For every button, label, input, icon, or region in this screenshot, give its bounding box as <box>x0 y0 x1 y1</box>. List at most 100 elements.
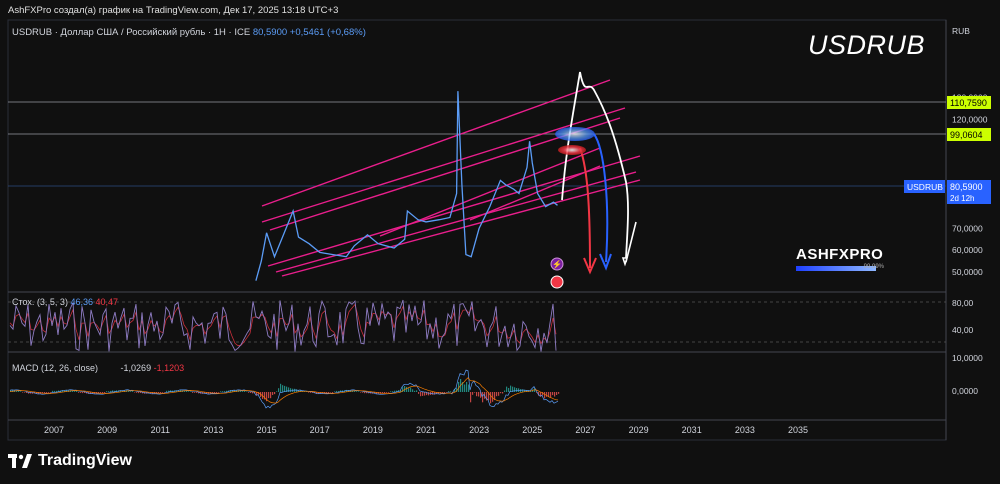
macd-histogram-bar <box>406 386 408 392</box>
macd-histogram-bar <box>186 390 188 392</box>
macd-histogram-bar <box>514 387 516 392</box>
macd-histogram-bar <box>56 390 58 392</box>
stoch-k-line <box>9 299 557 352</box>
macd-histogram-bar <box>538 392 540 396</box>
macd-histogram-bar <box>516 388 518 392</box>
macd-histogram-bar <box>308 392 310 393</box>
macd-histogram-bar <box>138 392 140 394</box>
macd-histogram-bar <box>354 390 356 392</box>
macd-histogram-bar <box>188 391 190 392</box>
macd-histogram-bar <box>48 392 50 393</box>
macd-histogram-bar <box>448 391 450 392</box>
macd-histogram-bar <box>394 390 396 392</box>
macd-histogram-bar <box>442 392 444 394</box>
macd-histogram-bar <box>196 392 198 393</box>
macd-histogram-bar <box>246 391 248 392</box>
event-markers: ⚡ <box>550 257 564 289</box>
macd-histogram-bar <box>288 387 290 392</box>
macd-histogram-bar <box>428 392 430 396</box>
macd-histogram-bar <box>466 382 468 392</box>
macd-histogram-bar <box>332 392 334 393</box>
macd-histogram-bar <box>346 389 348 392</box>
price-tick-label: 120,0000 <box>952 114 988 124</box>
macd-histogram-bar <box>426 392 428 396</box>
time-tick-label: 2011 <box>151 425 170 435</box>
price-series-line <box>255 91 558 281</box>
macd-histogram-bar <box>390 391 392 392</box>
chart-header: AshFXPro создал(а) график на TradingView… <box>8 5 339 16</box>
macd-histogram-bar <box>454 388 456 392</box>
stoch-legend[interactable]: Стох. (3, 5, 3) 46,36 40,47 <box>12 297 118 307</box>
last-countdown-text: 2d 12h <box>950 194 974 203</box>
currency-label: RUB <box>952 26 970 36</box>
time-tick-label: 2025 <box>522 425 542 435</box>
macd-histogram-bar <box>536 392 538 393</box>
macd-histogram-bar <box>510 385 512 392</box>
tradingview-logo-icon <box>8 454 32 468</box>
macd-histogram-bar <box>140 392 142 393</box>
macd-histogram-bar <box>404 386 406 392</box>
channel-line-6 <box>281 179 641 277</box>
macd-histogram-bar <box>112 390 114 392</box>
macd-histogram-bar <box>284 385 286 392</box>
symbol-legend[interactable]: USDRUB · Доллар США / Российский рубль ·… <box>12 27 366 38</box>
macd-histogram-bar <box>240 390 242 392</box>
macd-histogram-bar <box>474 392 476 393</box>
price-tick-label: 50,0000 <box>952 267 983 277</box>
macd-histogram-bar <box>476 392 478 397</box>
macd-histogram-bar <box>214 392 216 393</box>
macd-histogram-bar <box>364 392 366 394</box>
macd-histogram-bar <box>444 392 446 394</box>
macd-histogram-bar <box>244 390 246 392</box>
macd-histogram-bar <box>194 392 196 393</box>
macd-histogram-bar <box>558 392 560 394</box>
time-tick-label: 2013 <box>203 425 223 435</box>
macd-histogram-bar <box>28 392 30 394</box>
time-tick-label: 2031 <box>682 425 702 435</box>
macd-histogram-bar <box>488 392 490 401</box>
macd-histogram-bar <box>248 392 250 393</box>
macd-histogram-bar <box>508 388 510 392</box>
macd-histogram-bar <box>220 391 222 392</box>
macd-histogram-bar <box>168 390 170 392</box>
time-tick-label: 2035 <box>788 425 808 435</box>
macd-histogram-bar <box>506 386 508 392</box>
last-symbol-badge <box>904 180 945 193</box>
macd-legend[interactable]: MACD (12, 26, close) -1,0269 -1,1203 <box>12 363 184 373</box>
macd-histogram-bar <box>100 392 102 394</box>
red-glow-marker <box>558 145 586 155</box>
symbol-last: 80,5900 <box>252 27 288 38</box>
macd-histogram-bar <box>512 386 514 392</box>
stoch-axis-80: 80,00 <box>952 298 974 308</box>
macd-histogram-bar <box>226 390 228 392</box>
stoch-d-value: 40,47 <box>95 297 119 307</box>
macd-histogram-bar <box>384 392 386 394</box>
tradingview-logo[interactable]: TradingView <box>8 452 132 470</box>
tradingview-logo-text: TradingView <box>38 452 132 469</box>
blue-forecast-path <box>593 133 609 263</box>
macd-histogram-bar <box>546 392 548 397</box>
macd-histogram-bar <box>540 392 542 397</box>
macd-histogram-bar <box>122 390 124 392</box>
macd-histogram-bar <box>58 390 60 392</box>
blue-arrow-head <box>599 253 612 271</box>
symbol-watermark: USDRUB <box>808 30 926 60</box>
macd-histogram-bar <box>548 392 550 398</box>
macd-histogram-bar <box>286 386 288 392</box>
macd-histogram-bar <box>386 392 388 393</box>
time-tick-label: 2029 <box>629 425 649 435</box>
us-flag-event-icon <box>550 275 564 289</box>
macd-histogram-bar <box>290 388 292 392</box>
macd-histogram-bar <box>16 390 18 392</box>
macd-histogram-bar <box>268 392 270 399</box>
macd-histogram-bar <box>98 392 100 394</box>
macd-histogram-bar <box>110 390 112 392</box>
macd-histogram-bar <box>92 392 94 394</box>
lightning-event-icon <box>550 257 564 271</box>
branding-logo: ASHFXPRO 99.99% <box>796 246 888 271</box>
macd-histogram-bar <box>158 392 160 394</box>
macd-histogram-bar <box>234 390 236 392</box>
badge-110-text: 110,7590 <box>950 98 987 108</box>
macd-histogram-bar <box>408 388 410 392</box>
